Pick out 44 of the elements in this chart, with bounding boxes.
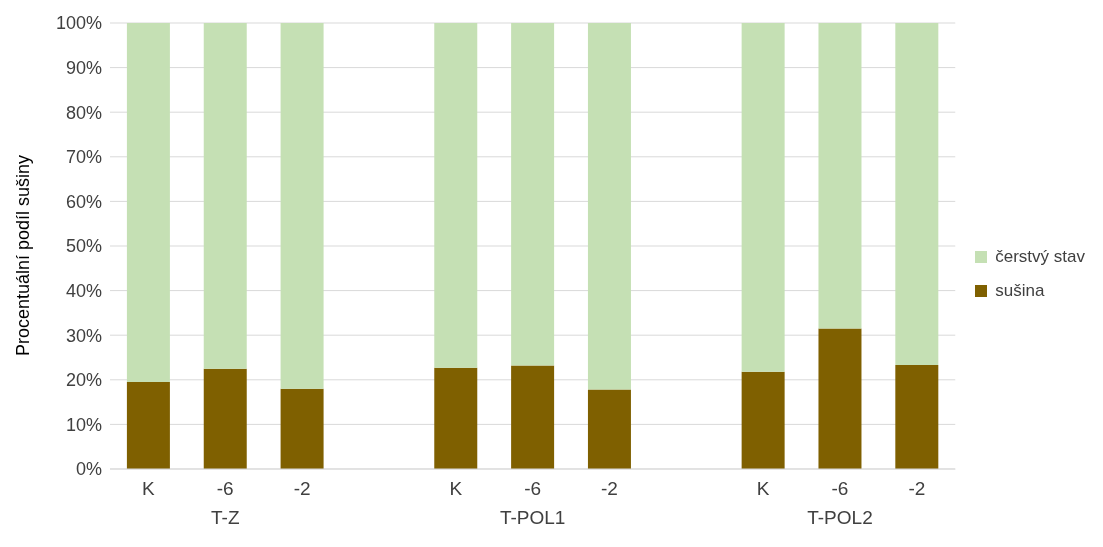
y-tick-label: 60% [65,191,102,212]
y-tick-label: 100% [55,13,102,34]
bar [511,365,555,469]
x-tick-label: -2 [601,478,618,499]
bar [280,23,324,389]
y-tick-label: 20% [65,370,102,391]
y-tick-label: 70% [65,147,102,168]
bar [434,23,478,368]
y-tick-label: 30% [65,325,102,346]
bar [511,23,555,366]
legend-label: čerstvý stav [995,246,1085,267]
legend-label: sušina [995,280,1045,301]
bar [818,328,862,469]
bar [587,389,631,469]
y-tick-label: 90% [65,57,102,78]
bar [587,23,631,390]
y-axis-title: Procentuální podíl sušiny [13,154,34,356]
y-tick-label: 80% [65,102,102,123]
bar [126,23,170,383]
bar [895,23,939,366]
bar [280,388,324,469]
x-tick-label: K [756,478,770,499]
bar [203,23,247,369]
bar [741,371,785,469]
x-tick-label: -6 [831,478,849,499]
x-tick-label: -2 [293,478,311,499]
y-tick-label: 10% [65,414,102,435]
bar [895,365,939,469]
bar [203,368,247,469]
text: T-POL1 [499,507,566,528]
x-tick-label: -6 [524,478,542,499]
x-tick-label: K [142,478,156,499]
text: T-Z [211,507,240,528]
x-tick-label: K [449,478,463,499]
text: T-POL2 [807,507,873,528]
x-tick-label: -2 [908,478,926,499]
bar [434,367,478,469]
y-tick-label: 50% [65,236,102,257]
y-tick-label: 40% [65,280,102,301]
y-tick-label: 0% [75,459,102,480]
x-tick-label: -6 [216,478,234,499]
bar [741,23,785,372]
bar [126,382,170,469]
bar [818,23,862,329]
